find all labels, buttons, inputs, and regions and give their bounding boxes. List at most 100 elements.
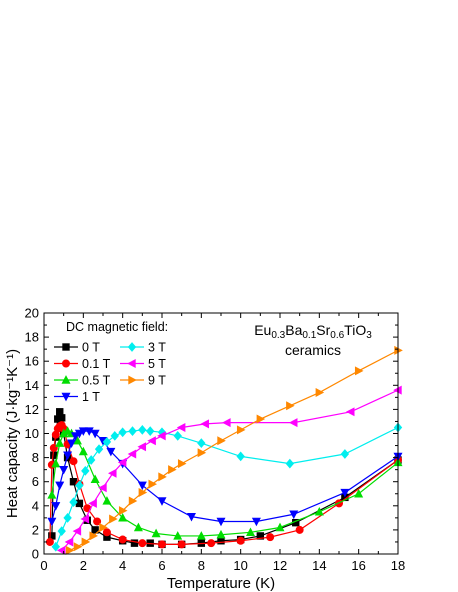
x-tick-label: 12: [273, 558, 287, 573]
data-point: [168, 465, 177, 475]
data-point: [158, 540, 167, 549]
data-point: [295, 525, 304, 534]
data-point: [118, 506, 128, 516]
data-point: [47, 517, 57, 527]
data-point: [354, 488, 364, 498]
data-point: [117, 457, 127, 467]
data-point: [130, 539, 139, 547]
legend-entry: 0.1 T: [54, 357, 111, 371]
legend-title: DC magnetic field:: [66, 320, 168, 334]
data-point: [90, 429, 100, 439]
y-tick-label: 0: [32, 547, 39, 562]
formula-subscript: 0.6: [330, 330, 344, 341]
formula-subscript: 0.3: [271, 330, 285, 341]
data-point: [73, 542, 83, 552]
composition-annotation: Eu0.3Ba0.1Sr0.6TiO3 ceramics: [254, 322, 372, 358]
data-point: [59, 465, 69, 475]
data-point: [275, 522, 285, 532]
series-3T: [51, 422, 403, 552]
formula-subscript: 3: [366, 330, 372, 341]
data-point: [102, 437, 112, 447]
series-0-5T: [47, 426, 403, 540]
data-point: [51, 502, 61, 511]
legend-marker: [62, 343, 70, 351]
y-axis-label: Heat capacity (J·kg⁻¹K⁻¹): [4, 349, 21, 518]
formula-element: Eu: [254, 322, 271, 338]
data-point: [89, 531, 99, 541]
data-point: [236, 451, 245, 462]
data-point: [63, 451, 73, 461]
data-point: [256, 532, 265, 540]
x-tick-label: 2: [80, 558, 87, 573]
data-point: [138, 488, 148, 498]
data-point: [216, 529, 226, 539]
data-point: [81, 537, 91, 547]
legend-entry: 0 T: [54, 341, 100, 355]
data-point: [81, 465, 90, 476]
data-point: [173, 431, 182, 441]
legend-marker: [128, 375, 137, 385]
y-tick-label: 12: [25, 402, 39, 417]
legend-marker: [127, 359, 136, 368]
data-point: [45, 537, 54, 546]
data-point: [138, 539, 147, 548]
legend-label: 1 T: [82, 390, 100, 404]
legend-marker: [61, 359, 70, 368]
y-tick-label: 6: [32, 474, 39, 489]
data-point: [98, 483, 107, 493]
data-point: [236, 425, 246, 435]
legend-entry: 9 T: [120, 374, 166, 388]
data-point: [197, 448, 207, 458]
x-tick-label: 8: [198, 558, 205, 573]
data-point: [78, 446, 88, 456]
series-line: [61, 389, 399, 551]
legend-marker: [127, 342, 137, 352]
data-point: [207, 539, 216, 548]
formula-subscript: 0.1: [302, 330, 316, 341]
x-tick-label: 6: [158, 558, 165, 573]
x-tick-label: 14: [312, 558, 326, 573]
data-point: [69, 457, 78, 466]
legend-entry: 3 T: [120, 341, 166, 355]
legend-marker: [61, 375, 71, 384]
formula-element: Sr: [316, 322, 330, 338]
data-point: [75, 480, 84, 491]
legend-label: 9 T: [148, 374, 166, 388]
data-point: [137, 481, 147, 491]
data-point: [251, 517, 261, 527]
data-point: [216, 517, 226, 527]
data-point: [133, 522, 143, 532]
data-point: [57, 414, 66, 422]
data-point: [128, 496, 138, 506]
series-5T: [56, 385, 402, 555]
x-tick-label: 18: [391, 558, 405, 573]
data-point: [67, 439, 77, 448]
data-point: [266, 533, 275, 542]
legend-entry: 0.5 T: [54, 374, 111, 388]
data-point: [47, 490, 57, 499]
composition-label: ceramics: [285, 342, 341, 358]
data-point: [157, 431, 166, 441]
data-point: [107, 468, 117, 478]
x-tick-label: 0: [40, 558, 47, 573]
data-point: [106, 447, 116, 457]
y-tick-label: 2: [32, 522, 39, 537]
data-point: [72, 526, 82, 536]
data-point: [187, 512, 196, 522]
composition-formula: Eu0.3Ba0.1Sr0.6TiO3: [254, 322, 372, 341]
y-tick-label: 8: [32, 450, 39, 465]
data-point: [176, 422, 186, 432]
data-point: [173, 531, 183, 540]
formula-element: Ba: [285, 322, 302, 338]
data-point: [138, 425, 147, 435]
data-point: [57, 526, 66, 536]
data-point: [128, 426, 137, 436]
data-point: [157, 497, 167, 506]
series-1T: [47, 427, 403, 527]
data-point: [84, 427, 94, 436]
series-layer: [45, 345, 403, 555]
data-point: [51, 458, 61, 468]
data-point: [236, 536, 245, 545]
x-tick-label: 4: [119, 558, 126, 573]
data-point: [177, 459, 187, 469]
